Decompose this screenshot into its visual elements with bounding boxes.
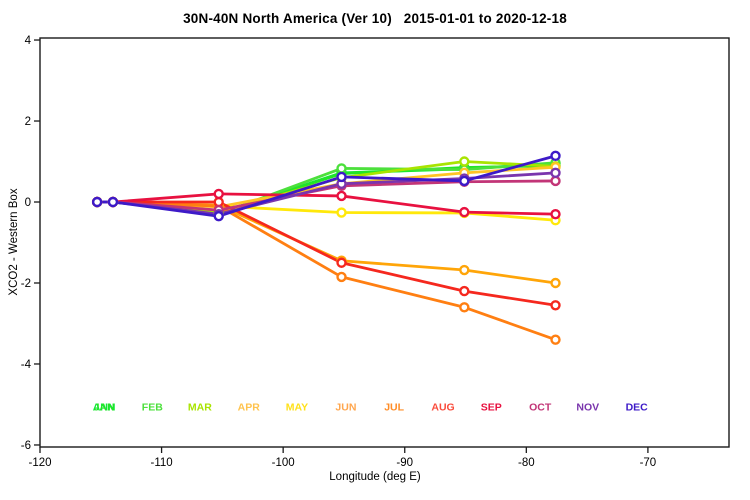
x-axis-label: Longitude (deg E) <box>329 471 421 483</box>
legend-label-JUL: JUL <box>384 402 404 414</box>
data-point-SEP <box>336 190 347 202</box>
legend-label-APR: APR <box>238 402 261 414</box>
data-point-OCT <box>550 175 561 187</box>
y-tick-label: -4 <box>21 359 32 371</box>
data-point-FEB <box>336 163 347 174</box>
data-point-AUG <box>213 196 224 208</box>
data-point-DEC <box>550 150 561 162</box>
y-tick-label: -2 <box>21 278 31 290</box>
legend-label-MAR: MAR <box>188 402 212 414</box>
data-point-DEC <box>459 175 470 187</box>
legend-label-MAY: MAY <box>286 402 308 414</box>
legend-label-FEB: FEB <box>142 402 163 414</box>
x-tick-label: -100 <box>272 457 295 469</box>
x-tick-label: -70 <box>640 457 657 469</box>
legend-label-OCT: OCT <box>529 402 552 414</box>
data-point-AUG <box>336 257 347 268</box>
series-line-JUL <box>95 200 557 342</box>
plot-box <box>39 37 730 448</box>
data-point-AUG <box>550 300 561 311</box>
x-tick-label: -80 <box>518 457 535 469</box>
data-point-NOV <box>550 167 561 179</box>
data-point-SEP <box>213 188 224 200</box>
data-point-DEC <box>336 171 347 183</box>
x-tick-label: -120 <box>28 457 51 469</box>
legend-label-AUG: AUG <box>431 402 454 414</box>
chart-title: 30N-40N North America (Ver 10) 2015-01-0… <box>183 11 567 26</box>
legend-label-NOV: NOV <box>576 402 599 414</box>
legend-label-ANN: ANN <box>93 402 116 414</box>
y-tick-label: 0 <box>25 197 31 209</box>
data-point-DEC <box>91 196 103 208</box>
data-point-DEC <box>107 196 119 208</box>
y-tick-label: 2 <box>25 116 31 128</box>
y-axis-label: XCO2 - Western Box <box>8 188 20 296</box>
data-point-MAR <box>459 156 470 167</box>
data-point-JUL <box>550 334 561 345</box>
data-point-SEP <box>459 206 470 218</box>
y-tick-label: 4 <box>25 35 32 47</box>
data-point-JUL <box>336 271 347 283</box>
legend-label-JUN: JUN <box>335 402 356 414</box>
legend-label-JAN: JAN <box>94 402 115 414</box>
x-tick-label: -90 <box>396 457 413 469</box>
data-point-DEC <box>213 210 224 222</box>
data-point-MAY <box>336 207 347 218</box>
data-point-JUN <box>459 264 470 276</box>
data-point-SEP <box>550 208 561 220</box>
legend-label-SEP: SEP <box>481 402 502 414</box>
data-point-JUN <box>550 277 561 289</box>
data-point-JUL <box>459 302 470 313</box>
x-tick-label: -110 <box>150 457 172 469</box>
legend-label-DEC: DEC <box>626 402 649 414</box>
y-tick-label: -6 <box>21 440 31 452</box>
data-point-AUG <box>459 285 470 297</box>
